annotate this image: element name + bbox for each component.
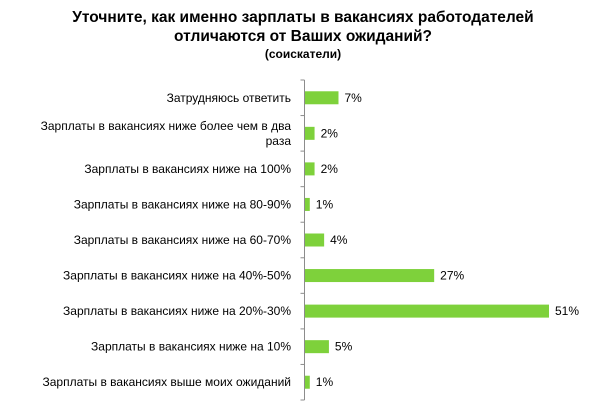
chart-subtitle: (соискатели) — [264, 47, 342, 61]
category-label-line: раза — [266, 134, 292, 148]
bar — [305, 304, 549, 318]
category-label-line: Зарплаты в вакансиях ниже на 80-90% — [74, 197, 292, 211]
category-label: Зарплаты в вакансиях ниже на 80-90% — [74, 197, 292, 211]
bar — [305, 269, 435, 283]
bar — [305, 197, 310, 211]
category-label: Зарплаты в вакансиях ниже на 40%-50% — [63, 269, 291, 283]
category-label-line: Зарплаты в вакансиях ниже на 10% — [91, 340, 291, 354]
value-label: 1% — [316, 375, 334, 389]
value-label: 51% — [555, 304, 579, 318]
chart-title: Уточните, как именно зарплаты в вакансия… — [0, 8, 606, 46]
bar — [305, 91, 339, 105]
category-label-line: Зарплаты в вакансиях ниже на 60-70% — [74, 233, 292, 247]
value-label: 2% — [321, 126, 339, 140]
category-label: Зарплаты в вакансиях ниже более чем в дв… — [41, 119, 292, 148]
category-label-line: Зарплаты в вакансиях ниже на 100% — [84, 162, 291, 176]
category-label-line: Зарплаты в вакансиях ниже более чем в дв… — [41, 119, 292, 133]
category-label: Зарплаты в вакансиях ниже на 10% — [91, 340, 291, 354]
category-label: Затрудняюсь ответить — [167, 91, 291, 105]
category-label-line: Зарплаты в вакансиях ниже на 40%-50% — [63, 269, 291, 283]
bar — [305, 375, 310, 389]
bar — [305, 233, 325, 247]
chart-title-line-2: отличаются от Ваших ожиданий? — [174, 28, 432, 45]
value-label: 5% — [335, 340, 353, 354]
category-label: Зарплаты в вакансиях ниже на 100% — [84, 162, 291, 176]
bar — [305, 162, 315, 176]
category-label-line: Зарплаты в вакансиях выше моих ожиданий — [42, 375, 291, 389]
category-label-line: Зарплаты в вакансиях ниже на 20%-30% — [63, 304, 291, 318]
category-label: Зарплаты в вакансиях ниже на 60-70% — [74, 233, 292, 247]
category-label: Зарплаты в вакансиях выше моих ожиданий — [42, 375, 291, 389]
bar — [305, 340, 329, 354]
category-label: Зарплаты в вакансиях ниже на 20%-30% — [63, 304, 291, 318]
value-label: 1% — [316, 197, 334, 211]
value-label: 4% — [330, 233, 348, 247]
value-label: 7% — [344, 91, 362, 105]
chart-title-line-1: Уточните, как именно зарплаты в вакансия… — [72, 9, 534, 26]
value-label: 27% — [440, 269, 464, 283]
bar — [305, 126, 315, 140]
category-label-line: Затрудняюсь ответить — [167, 91, 291, 105]
value-label: 2% — [321, 162, 339, 176]
